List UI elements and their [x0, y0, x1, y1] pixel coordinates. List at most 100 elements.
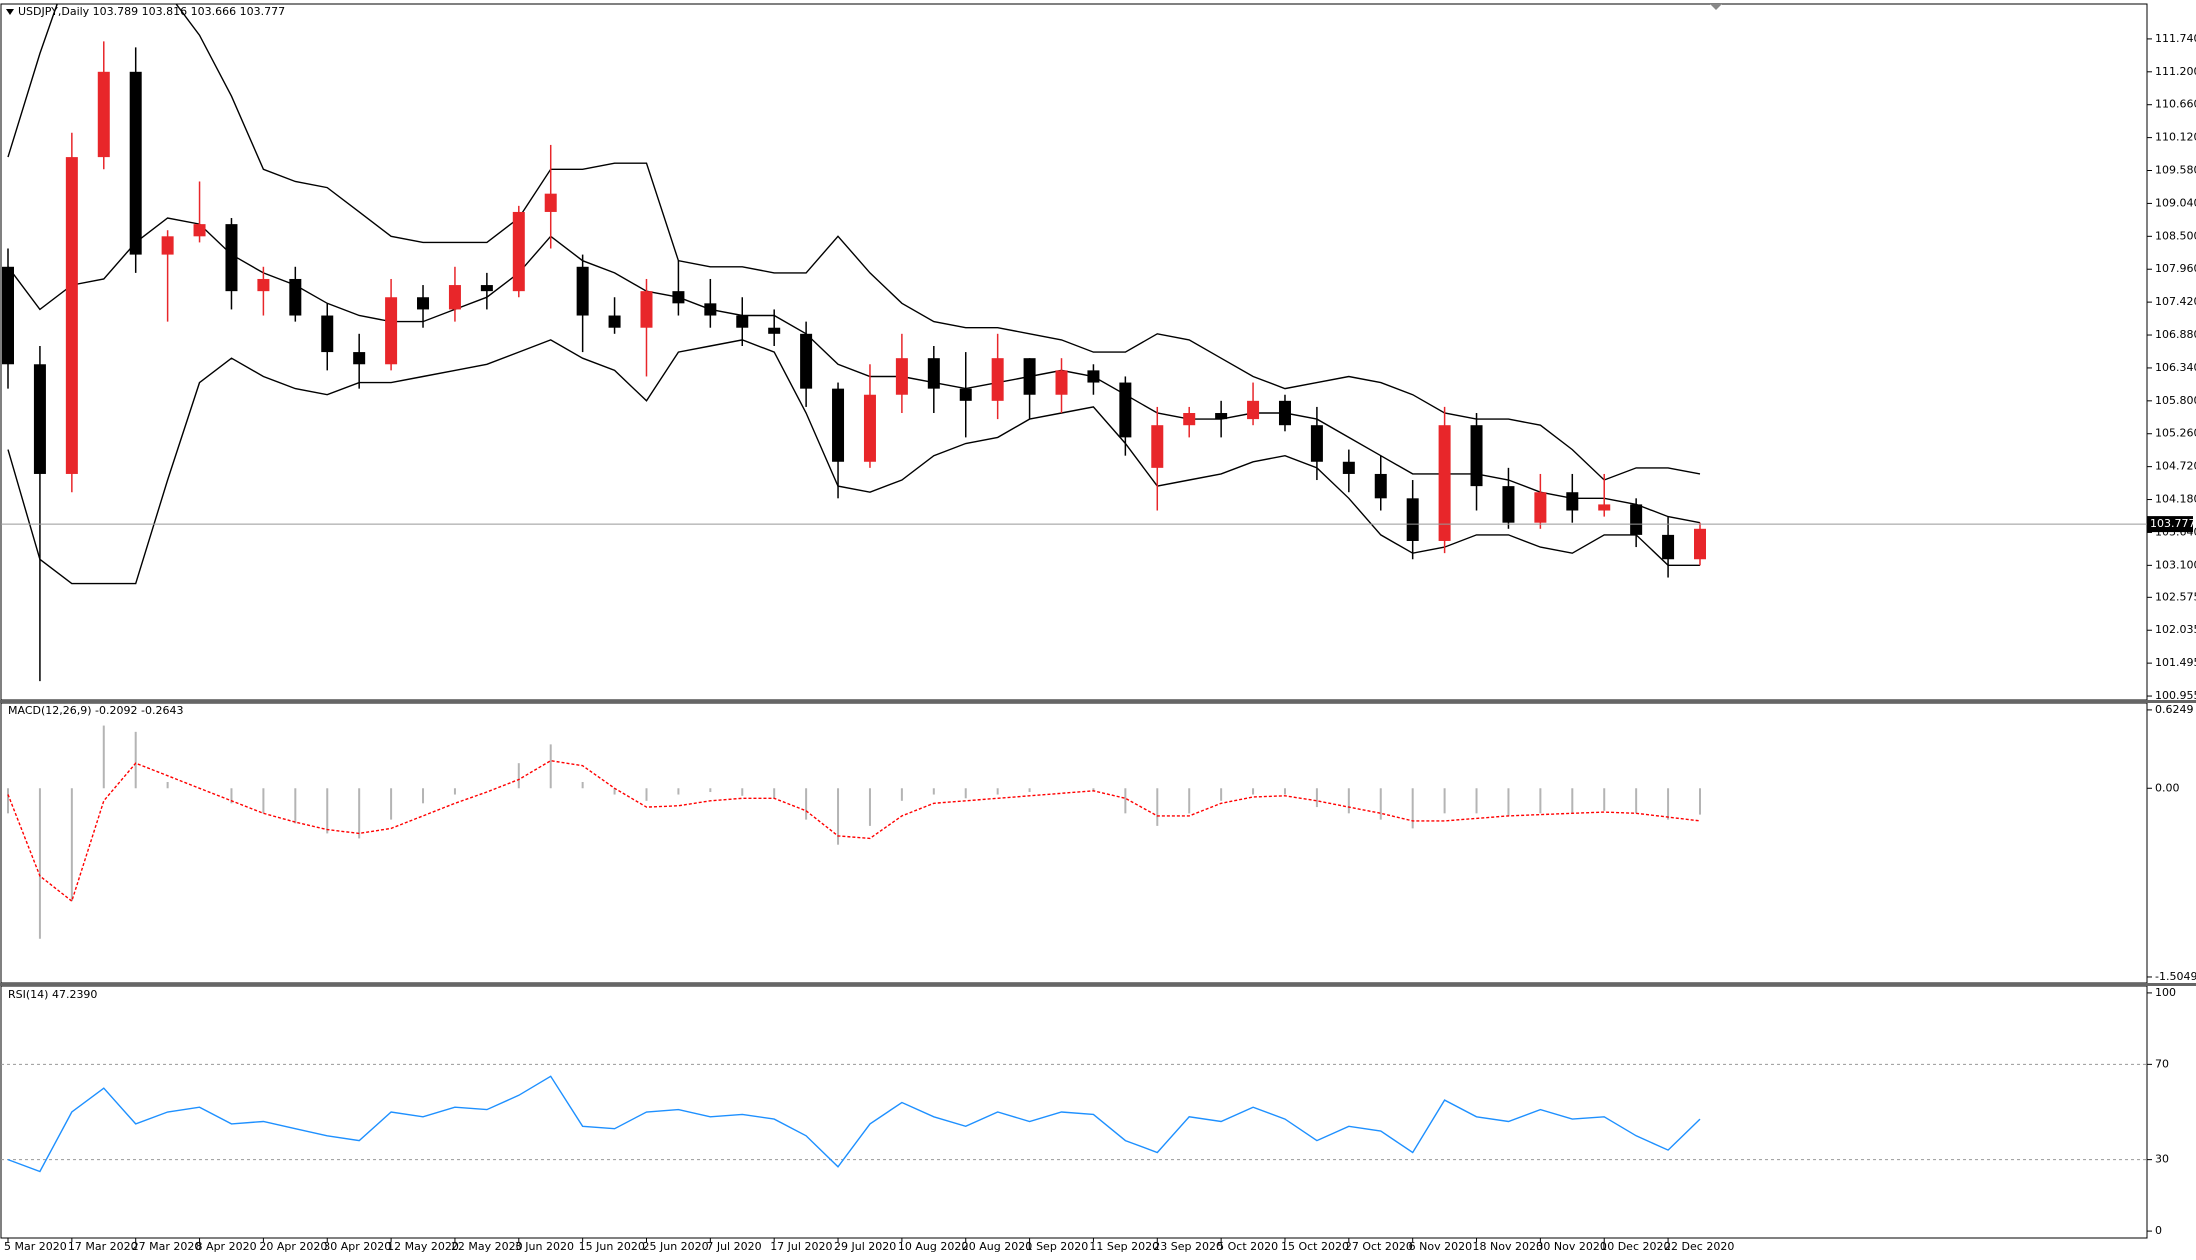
candle-body [895, 358, 908, 395]
candle-body [512, 211, 525, 292]
x-tick-label: 12 May 2020 [387, 1240, 459, 1253]
price-header: USDJPY,Daily 103.789 103.816 103.666 103… [18, 5, 285, 18]
candle-body [544, 193, 557, 212]
y-tick-label: 105.800 [2155, 394, 2196, 407]
y-tick-label: 107.420 [2155, 295, 2196, 308]
y-tick-label: 102.035 [2155, 623, 2196, 636]
x-tick-label: 30 Nov 2020 [1536, 1240, 1606, 1253]
candle-body [1534, 492, 1547, 523]
candle-body [672, 291, 685, 304]
last-price-label: 103.777 [2150, 517, 2196, 530]
candle-body [1151, 425, 1164, 468]
x-tick-label: 5 Oct 2020 [1217, 1240, 1278, 1253]
candle-body [800, 333, 813, 389]
y-tick-label: 110.660 [2155, 98, 2196, 111]
candle-body [1566, 492, 1579, 511]
y-tick-label: -1.5049 [2155, 970, 2196, 983]
candle-body [225, 224, 238, 292]
x-tick-label: 30 Apr 2020 [323, 1240, 391, 1253]
y-tick-label: 104.180 [2155, 493, 2196, 506]
candle-body [1598, 504, 1611, 511]
x-tick-label: 10 Dec 2020 [1600, 1240, 1670, 1253]
series-line [7, 339, 1700, 585]
candle-body [129, 71, 142, 255]
rsi-header: RSI(14) 47.2390 [8, 988, 97, 1001]
y-tick-label: 70 [2155, 1057, 2169, 1070]
y-tick-label: 0.6249 [2155, 703, 2194, 716]
candle-body [193, 224, 206, 237]
y-tick-label: 0 [2155, 1224, 2162, 1237]
x-tick-label: 27 Oct 2020 [1345, 1240, 1413, 1253]
candle-body [417, 297, 430, 310]
x-tick-label: 27 Mar 2020 [132, 1240, 202, 1253]
y-tick-label: 102.575 [2155, 590, 2196, 603]
x-tick-label: 3 Jun 2020 [515, 1240, 574, 1253]
x-tick-label: 17 Jul 2020 [770, 1240, 832, 1253]
series-line [7, 4, 1701, 481]
candle-body [1374, 473, 1387, 499]
candle-body [1630, 504, 1643, 535]
candle-body [1662, 534, 1675, 560]
candle-body [1470, 425, 1483, 487]
x-tick-label: 29 Jul 2020 [834, 1240, 896, 1253]
candle-body [257, 278, 270, 292]
y-tick-label: 107.960 [2155, 262, 2196, 275]
shift-marker[interactable] [1710, 4, 1722, 10]
candle-body [321, 315, 334, 353]
y-tick-label: 100.955 [2155, 689, 2196, 702]
x-tick-label: 23 Sep 2020 [1153, 1240, 1223, 1253]
last-price-box [2147, 516, 2193, 533]
candle-body [1183, 413, 1196, 426]
series-line [7, 1075, 1701, 1173]
candle-body [1438, 425, 1451, 541]
y-tick-label: 110.120 [2155, 131, 2196, 144]
y-tick-label: 104.720 [2155, 460, 2196, 473]
x-tick-label: 7 Jul 2020 [706, 1240, 761, 1253]
candle-body [832, 388, 845, 462]
y-tick-label: 111.740 [2155, 32, 2196, 45]
y-tick-label: 103.100 [2155, 558, 2196, 571]
candle-body [33, 364, 46, 474]
candle-body [1023, 358, 1036, 395]
x-tick-label: 5 Mar 2020 [4, 1240, 67, 1253]
candle-body [863, 394, 876, 462]
price-plot [2, 4, 1706, 682]
x-tick-label: 20 Apr 2020 [259, 1240, 327, 1253]
y-tick-label: 108.500 [2155, 229, 2196, 242]
candle-body [161, 236, 174, 255]
x-tick-label: 6 Nov 2020 [1409, 1240, 1472, 1253]
candle-body [353, 352, 366, 365]
x-tick-label: 1 Sep 2020 [1026, 1240, 1089, 1253]
candle-body [959, 388, 972, 401]
x-tick-label: 8 Apr 2020 [196, 1240, 257, 1253]
candle-body [1342, 461, 1355, 474]
x-tick-label: 15 Oct 2020 [1281, 1240, 1349, 1253]
macd-header: MACD(12,26,9) -0.2092 -0.2643 [8, 704, 183, 717]
candle-body [2, 266, 14, 365]
candle-body [768, 327, 781, 334]
candle-body [1502, 486, 1515, 523]
x-tick-label: 11 Sep 2020 [1089, 1240, 1159, 1253]
candle-body [927, 358, 940, 389]
y-tick-label: 109.580 [2155, 164, 2196, 177]
y-tick-label: 0.00 [2155, 781, 2180, 794]
x-tick-label: 18 Nov 2020 [1473, 1240, 1543, 1253]
x-tick-label: 22 May 2020 [451, 1240, 523, 1253]
series-line [7, 759, 1701, 903]
x-tick-label: 10 Aug 2020 [898, 1240, 968, 1253]
y-tick-label: 100 [2155, 986, 2176, 999]
candle-body [65, 157, 78, 474]
y-tick-label: 109.040 [2155, 196, 2196, 209]
candle-body [1278, 400, 1291, 426]
y-tick-label: 101.495 [2155, 656, 2196, 669]
candle-body [1310, 425, 1323, 462]
candle-body [289, 278, 302, 316]
candle-body [640, 291, 653, 328]
candle-body [576, 266, 589, 316]
candle-body [480, 285, 493, 292]
candle-body [1055, 370, 1068, 395]
y-tick-label: 105.260 [2155, 427, 2196, 440]
candle-body [1694, 528, 1706, 560]
menu-triangle[interactable] [6, 9, 14, 15]
